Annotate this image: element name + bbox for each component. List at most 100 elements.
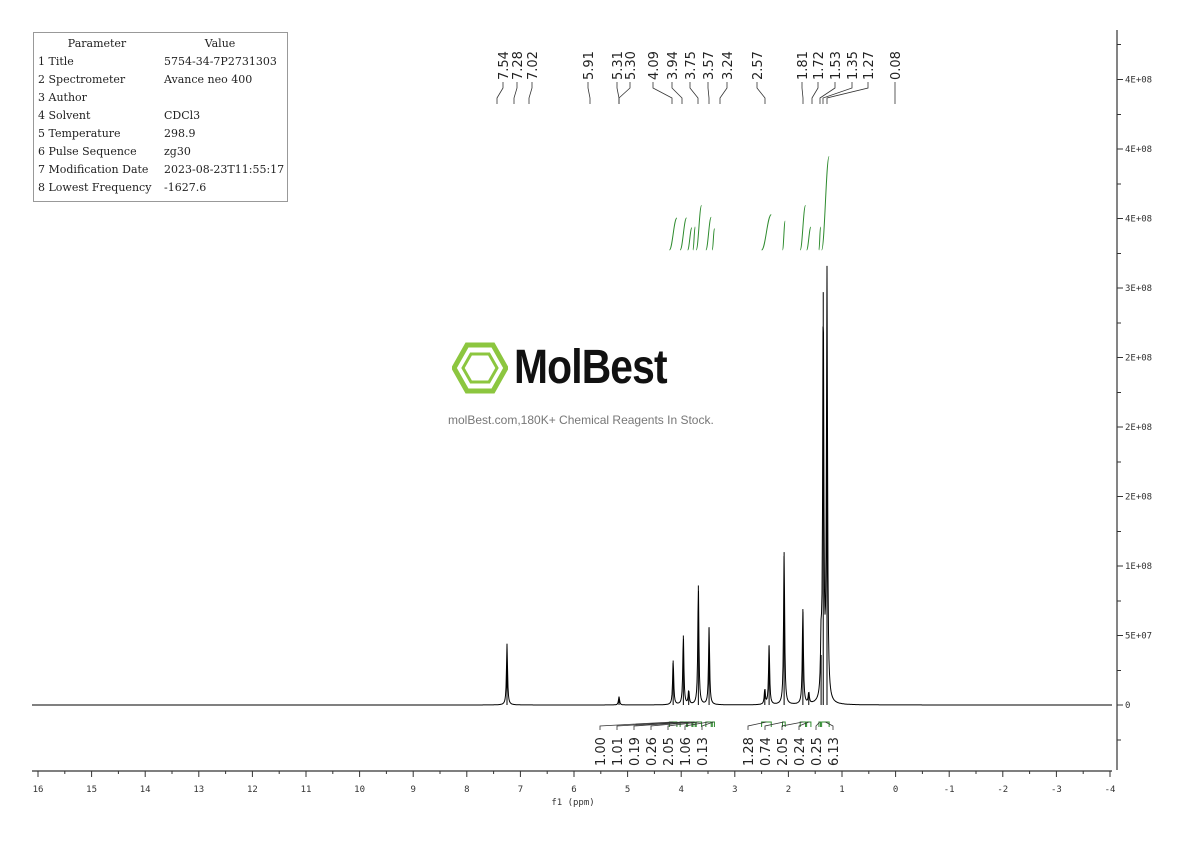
integral-curve [695,204,703,251]
integral-label: 0.19 [628,737,643,766]
x-tick-label: -1 [944,785,955,795]
integral-connector [684,721,709,730]
peak-label-connector [496,82,504,104]
peak-label: 2.57 [751,51,766,80]
parameter-row: 7 Modification Date 2023-08-23T11:55:17 [34,161,287,179]
integral-connector [781,721,803,730]
integral-label: 0.13 [696,737,711,766]
x-tick-label: 4 [678,785,683,795]
integral-bracket [711,721,715,727]
y-tick-label: 2E+08 [1125,354,1152,364]
x-tick-label: 12 [247,785,258,795]
parameter-key: 5 Temperature [38,127,121,140]
integral-connector [616,721,684,730]
parameter-value: 298.9 [164,127,196,140]
peak-label: 3.75 [684,51,699,80]
peak-label: 0.08 [889,51,904,80]
watermark-tagline: molBest.com,180K+ Chemical Reagents In S… [448,413,714,427]
peak-label: 1.81 [796,51,811,80]
integral-curve [818,226,822,251]
parameter-row: 4 Solvent CDCl3 [34,107,287,125]
x-tick-label: 11 [301,785,312,795]
integral-curve [668,217,678,251]
peak-label-connector [811,82,819,104]
peak-label: 4.09 [647,51,662,80]
integral-connector [667,721,699,730]
parameter-row: 2 Spectrometer Avance neo 400 [34,71,287,89]
peak-label: 1.53 [829,51,844,80]
integral-connector [747,721,767,730]
x-tick-label: 7 [518,785,523,795]
x-axis-label: f1 (ppm) [551,798,594,808]
peak-label: 5.91 [582,51,597,80]
y-tick-label: 2E+08 [1125,423,1152,433]
parameter-value: Avance neo 400 [164,73,253,86]
x-tick-label: -3 [1051,785,1062,795]
integral-curve [711,227,715,251]
peak-label: 7.02 [526,51,541,80]
integral-label: 1.01 [611,737,626,766]
peak-label: 1.72 [812,51,827,80]
parameter-value: -1627.6 [164,181,207,194]
parameter-value: 2023-08-23T11:55:17 [164,163,285,176]
y-tick-label: 2E+08 [1125,493,1152,503]
peak-label: 5.31 [611,51,626,80]
peak-label-connector [822,82,853,104]
x-tick-label: 14 [140,785,151,795]
integral-connector [798,721,809,730]
integral-label: 2.05 [776,737,791,766]
parameter-key: 3 Author [38,91,87,104]
integral-bracket [695,721,703,727]
integral-curve [782,220,786,251]
x-tick-label: 1 [839,785,844,795]
integral-label: 0.74 [759,737,774,766]
parameter-header: Parameter [67,37,127,50]
parameter-value: CDCl3 [164,109,201,122]
peak-label: 3.57 [702,51,717,80]
integral-label: 2.05 [662,737,677,766]
peak-label-connector [587,82,591,104]
x-tick-label: -4 [1105,785,1116,795]
y-tick-label: 3E+08 [1125,284,1152,294]
x-tick-label: 2 [786,785,791,795]
peak-label-connector [819,82,836,104]
integral-label: 0.24 [793,737,808,766]
peak-label-connector [826,82,869,104]
integral-connector [599,721,674,730]
integral-curve [692,226,696,251]
molbest-logo: MolBest [452,340,694,395]
parameter-row: 5 Temperature 298.9 [34,125,287,143]
integral-label: 0.25 [810,737,825,766]
parameter-key: 1 Title [38,55,74,68]
benzene-logo-icon [452,342,508,393]
x-tick-label: 8 [464,785,469,795]
y-tick-label: 4E+08 [1125,145,1152,155]
parameter-row: 3 Author [34,89,287,107]
integral-curve [806,226,812,251]
peak-label: 7.28 [511,51,526,80]
peak-label: 3.24 [721,51,736,80]
parameter-key: 7 Modification Date [38,163,149,176]
logo-brand-text: MolBest [514,341,668,394]
integral-label: 0.26 [645,737,660,766]
peak-label-connector [513,82,518,104]
y-tick-label: 4E+08 [1125,76,1152,86]
integral-label: 1.06 [679,737,694,766]
peak-label-connector [707,82,710,104]
peak-label-connector [756,82,766,104]
integral-connector [825,721,834,730]
parameter-row: 8 Lowest Frequency -1627.6 [34,179,287,197]
peak-label: 1.27 [862,51,877,80]
y-tick-label: 5E+07 [1125,632,1152,642]
peak-label-connector [618,82,631,104]
x-tick-label: -2 [997,785,1008,795]
parameter-table-header: Parameter Value [34,35,287,53]
peak-label: 1.35 [846,51,861,80]
parameter-key: 2 Spectrometer [38,73,126,86]
parameter-table: Parameter Value 1 Title 5754-34-7P2731303… [33,32,288,202]
integral-label: 1.00 [594,737,609,766]
parameter-value: 5754-34-7P2731303 [164,55,277,68]
integral-curve [705,216,712,251]
value-header: Value [204,37,236,50]
integral-curve [799,204,807,251]
